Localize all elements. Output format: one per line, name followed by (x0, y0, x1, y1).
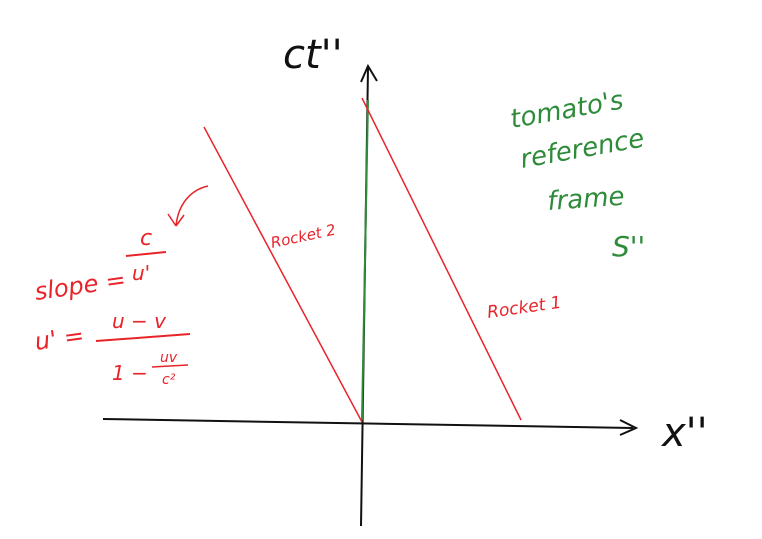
rocket-2-worldline (203, 126, 363, 423)
rocket-2-label: Rocket 2 (269, 221, 337, 252)
rocket-1-label: Rocket 1 (486, 293, 563, 323)
y-axis-label: ct'' (283, 32, 343, 78)
frame-note-line-2: reference (518, 124, 647, 175)
frame-note: tomato's reference frame S'' (508, 86, 647, 263)
tomato-worldline (361, 99, 369, 421)
slope-lhs: slope = (33, 265, 128, 305)
annotation-arrow (167, 185, 209, 227)
u-denominator-den: c² (162, 372, 176, 388)
slope-numerator: c (140, 226, 152, 251)
frame-note-line-3: frame (546, 182, 625, 217)
u-denominator-num: uv (160, 350, 178, 366)
rocket-1-worldline (361, 97, 522, 421)
x-axis-label: x'' (660, 410, 708, 456)
x-axis (102, 418, 634, 429)
u-denominator-bar (151, 364, 189, 368)
y-axis-arrowhead (360, 63, 378, 83)
u-fraction-bar (95, 333, 191, 342)
slope-formula: slope = c u' (33, 185, 209, 306)
x-axis-arrowhead (619, 419, 639, 436)
u-lhs: u' = (33, 321, 86, 356)
slope-fraction-bar (125, 251, 167, 257)
slope-denominator: u' (132, 261, 150, 285)
velocity-formula: u' = u − v 1 − uv c² (33, 309, 191, 388)
u-numerator: u − v (112, 309, 167, 333)
frame-note-line-1: tomato's (508, 86, 626, 135)
frame-note-line-4: S'' (612, 230, 645, 263)
u-denominator-prefix: 1 − (112, 361, 148, 385)
